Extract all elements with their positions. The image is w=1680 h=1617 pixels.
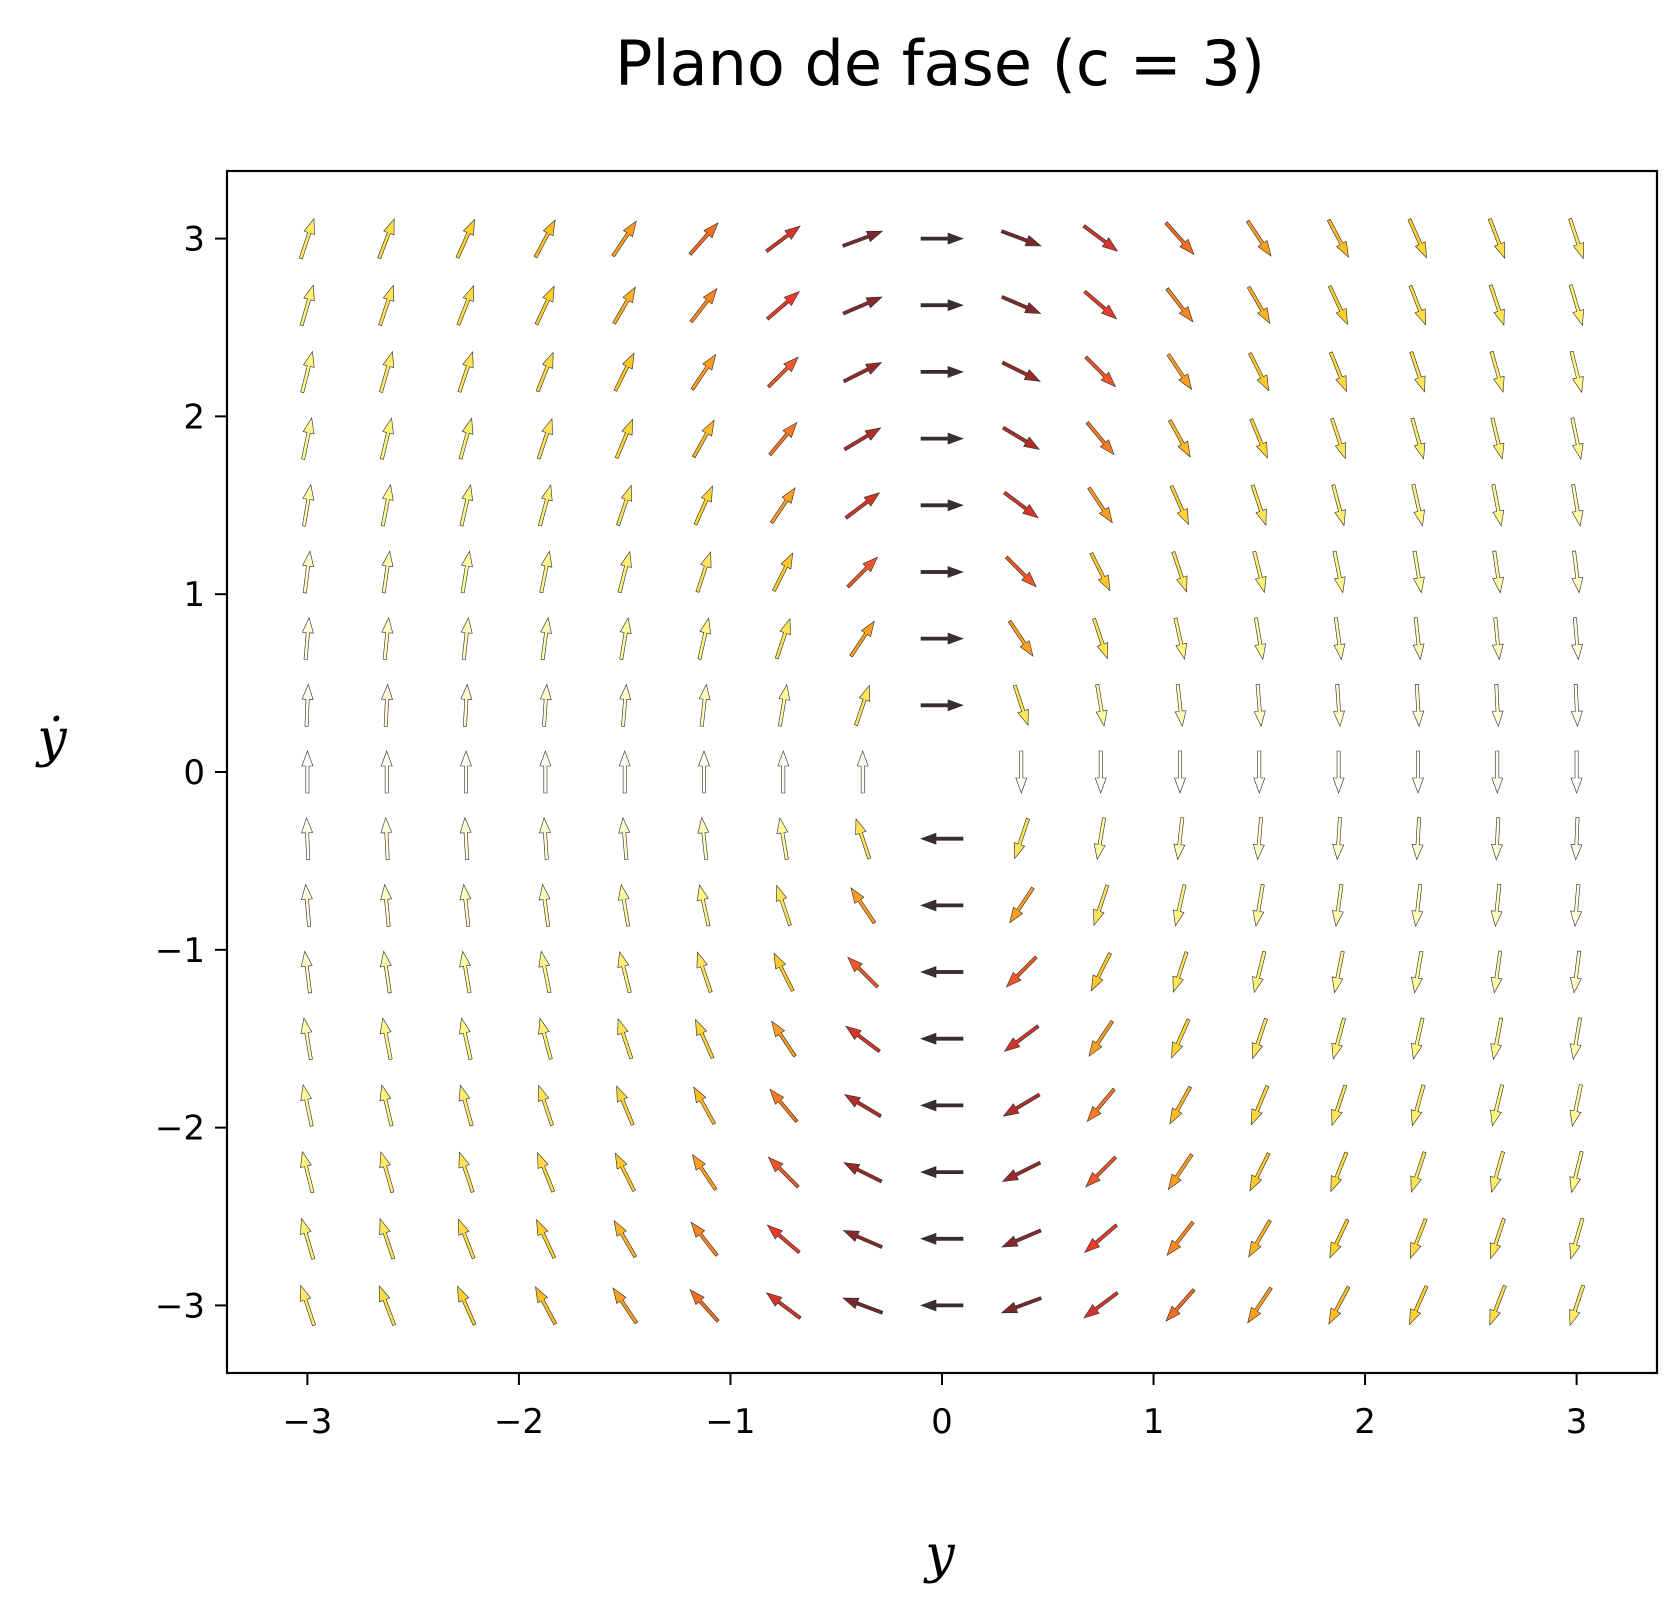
x-tick-label: −2 — [494, 1402, 544, 1442]
y-tick-label: −2 — [155, 1109, 205, 1149]
x-tick-label: −3 — [282, 1402, 332, 1442]
y-tick-label: −1 — [155, 931, 205, 971]
x-tick-label: 2 — [1354, 1402, 1376, 1442]
x-tick-label: 1 — [1143, 1402, 1165, 1442]
chart-title: Plano de fase (c = 3) — [615, 27, 1265, 100]
y-tick-label: −3 — [155, 1286, 205, 1326]
x-tick-label: 0 — [931, 1402, 953, 1442]
y-tick-label: 3 — [183, 220, 205, 260]
x-tick-label: −1 — [705, 1402, 755, 1442]
y-tick-label: 1 — [183, 575, 205, 615]
y-tick-label: 2 — [183, 397, 205, 437]
y-tick-label: 0 — [183, 753, 205, 793]
x-tick-label: 3 — [1566, 1402, 1588, 1442]
y-axis-label: ẏ — [35, 709, 67, 769]
x-axis-label: y — [923, 1525, 955, 1585]
